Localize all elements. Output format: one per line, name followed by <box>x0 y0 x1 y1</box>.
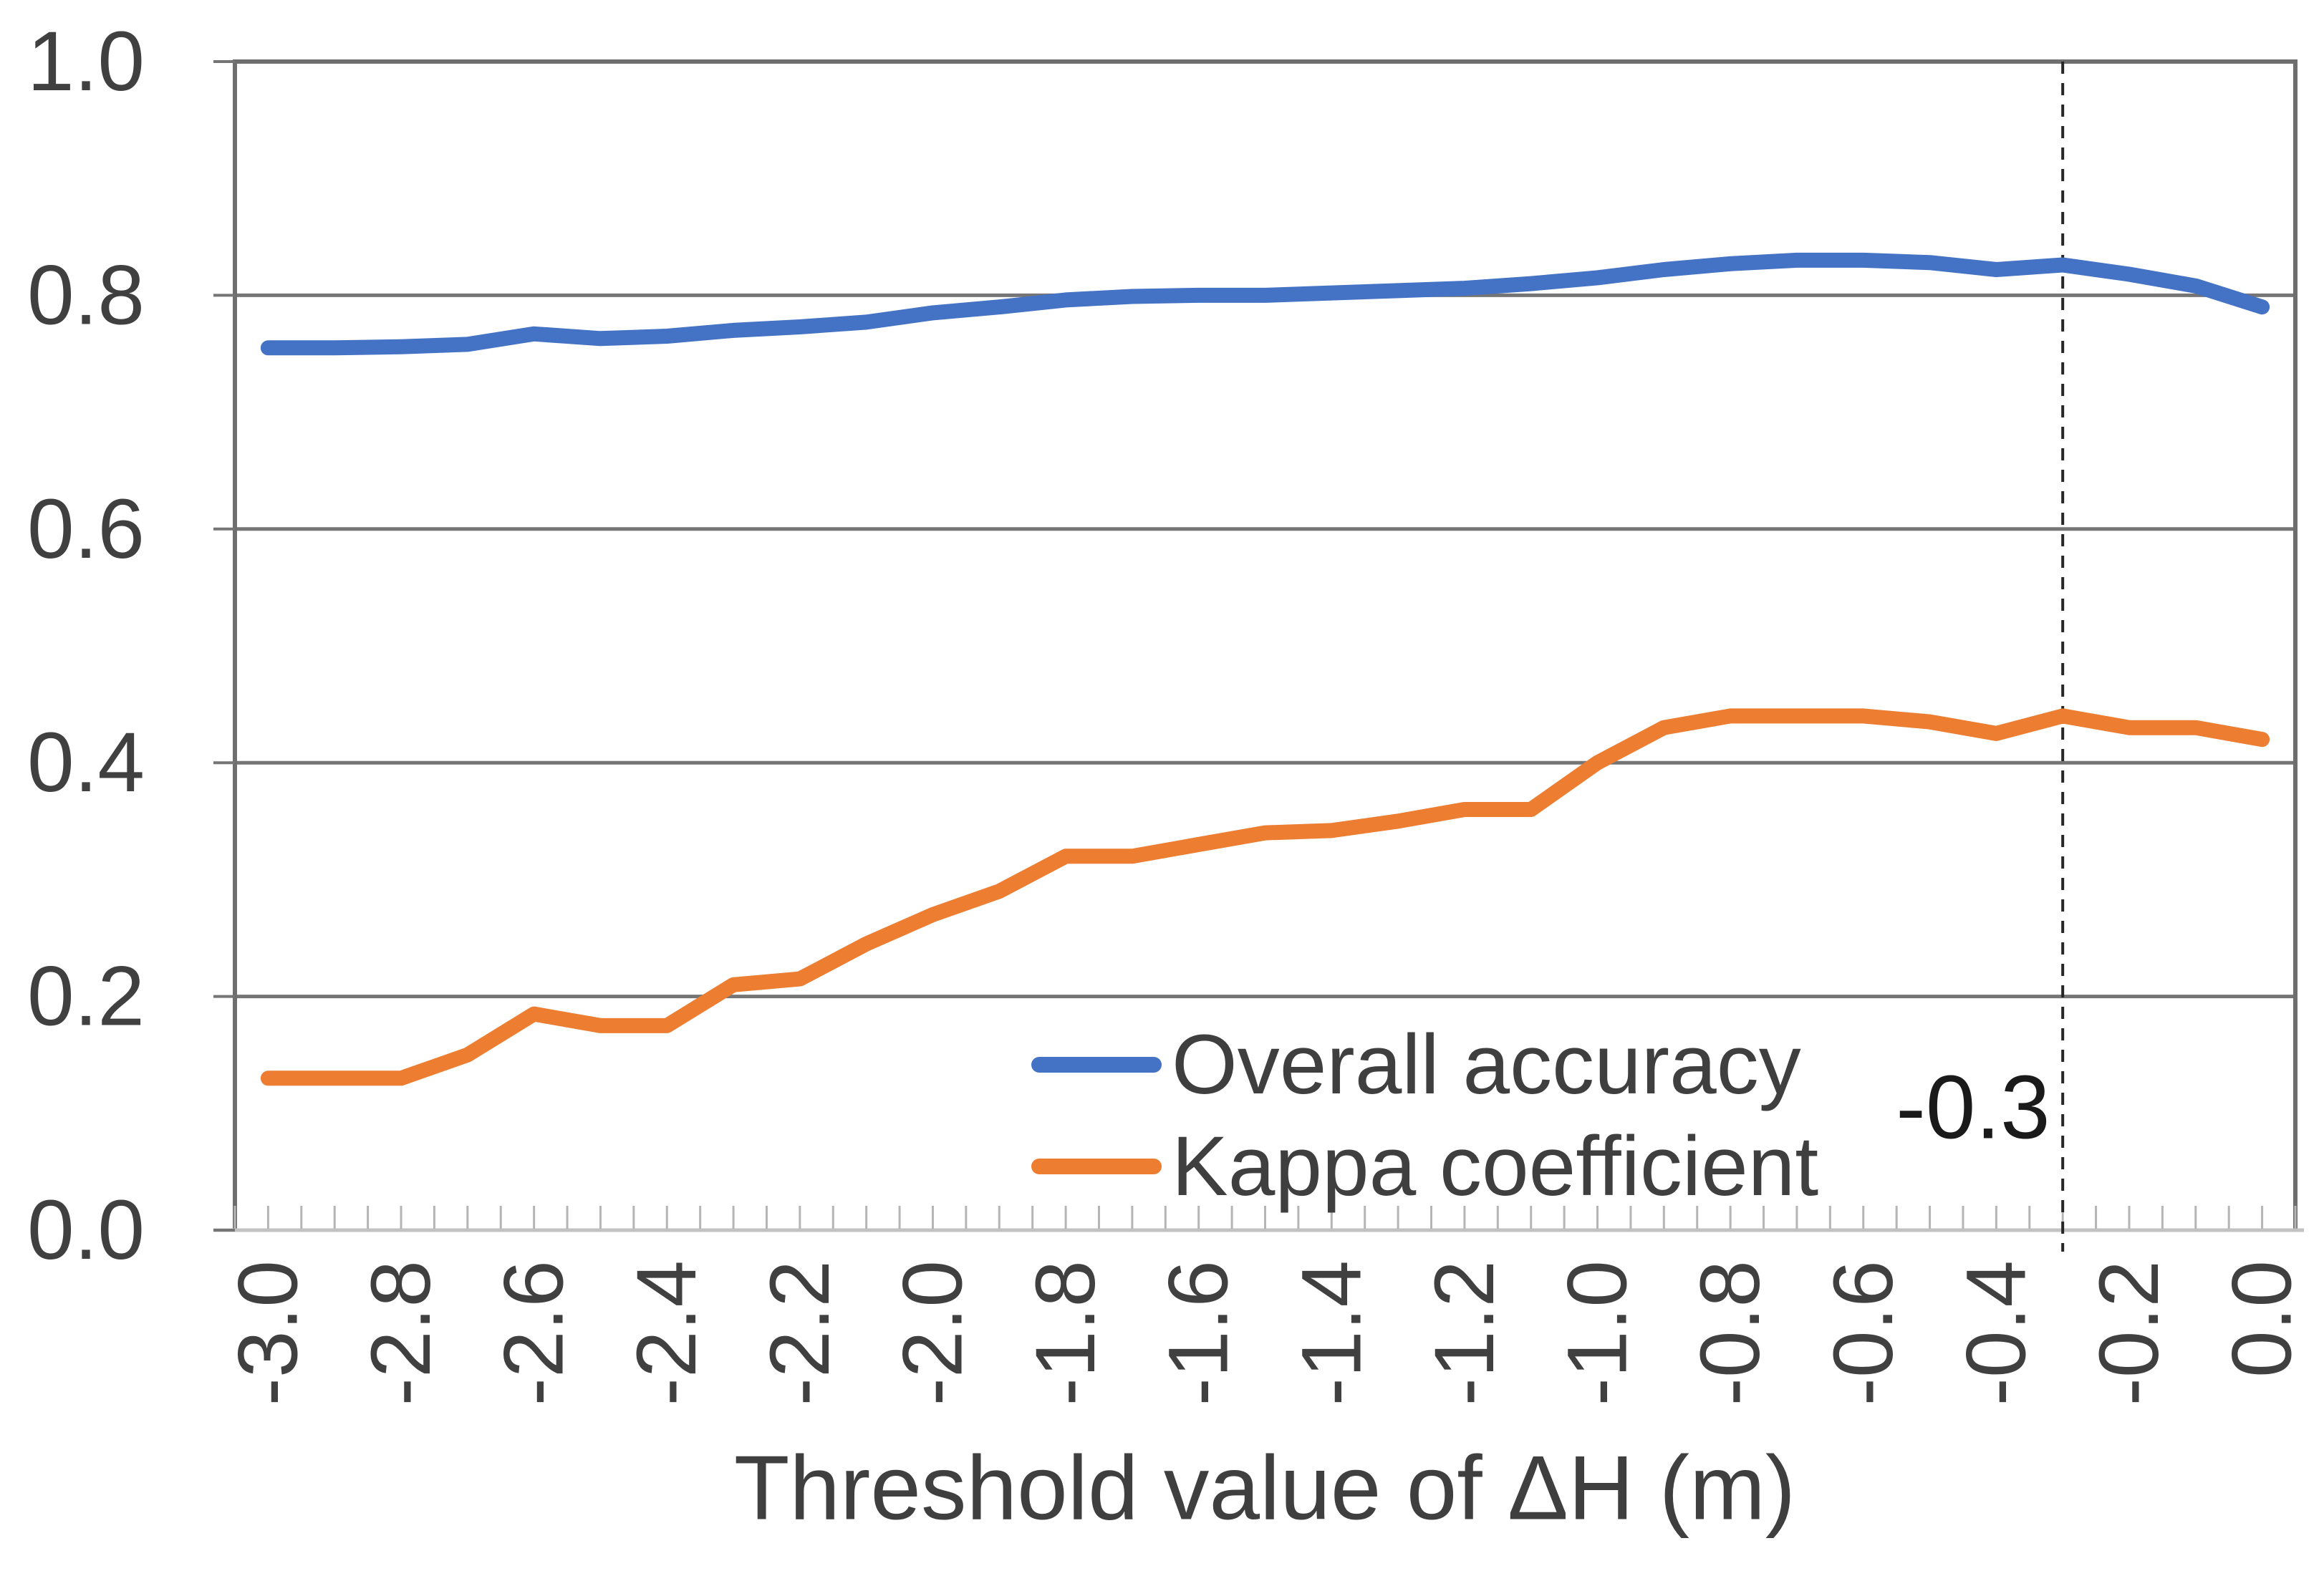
series-line-kappa-coefficient <box>260 708 2270 1086</box>
x-tick-label: -0.6 <box>1816 1260 1911 1406</box>
x-axis-title: Threshold value of ΔH (m) <box>733 1436 1796 1539</box>
legend-item-kappa-coefficient: Kappa coefficient <box>1031 1124 1818 1209</box>
x-tick-label: -1.6 <box>1152 1260 1246 1406</box>
y-tick-label: 1.0 <box>27 14 145 109</box>
x-tick-label: -1.0 <box>1551 1260 1645 1406</box>
y-tick-label: 0.4 <box>27 715 145 810</box>
y-tick-label: 0.0 <box>27 1183 145 1277</box>
x-tick-label: -0.4 <box>1949 1260 2043 1406</box>
legend: Overall accuracy Kappa coefficient <box>1031 1023 1818 1209</box>
legend-label-kappa-coefficient: Kappa coefficient <box>1172 1119 1819 1214</box>
x-tick-label: -1.4 <box>1284 1260 1379 1406</box>
x-tick-label: -2.0 <box>885 1260 980 1406</box>
y-tick-label: 0.2 <box>27 949 145 1044</box>
legend-item-overall-accuracy: Overall accuracy <box>1031 1023 1818 1107</box>
x-tick-label: -1.2 <box>1417 1260 1512 1406</box>
x-tick-label: -2.8 <box>354 1260 448 1406</box>
y-tick-label: 0.6 <box>27 482 145 576</box>
x-tick-label: -2.2 <box>753 1260 847 1406</box>
x-tick-label: 0.0 <box>2215 1260 2310 1378</box>
threshold-annotation: -0.3 <box>1896 1058 2050 1158</box>
legend-label-overall-accuracy: Overall accuracy <box>1172 1017 1801 1112</box>
y-tick-label: 0.8 <box>27 248 145 342</box>
x-tick-label: -2.4 <box>619 1260 714 1406</box>
x-tick-label: -3.0 <box>221 1260 315 1406</box>
x-tick-label: -0.8 <box>1683 1260 1778 1406</box>
legend-swatch-kappa-coefficient <box>1031 1159 1162 1174</box>
x-tick-label: -0.2 <box>2082 1260 2176 1406</box>
series-line-overall-accuracy <box>260 252 2270 356</box>
legend-swatch-overall-accuracy <box>1031 1057 1162 1073</box>
x-tick-label: -2.6 <box>487 1260 582 1406</box>
x-tick-label: -1.8 <box>1018 1260 1113 1406</box>
